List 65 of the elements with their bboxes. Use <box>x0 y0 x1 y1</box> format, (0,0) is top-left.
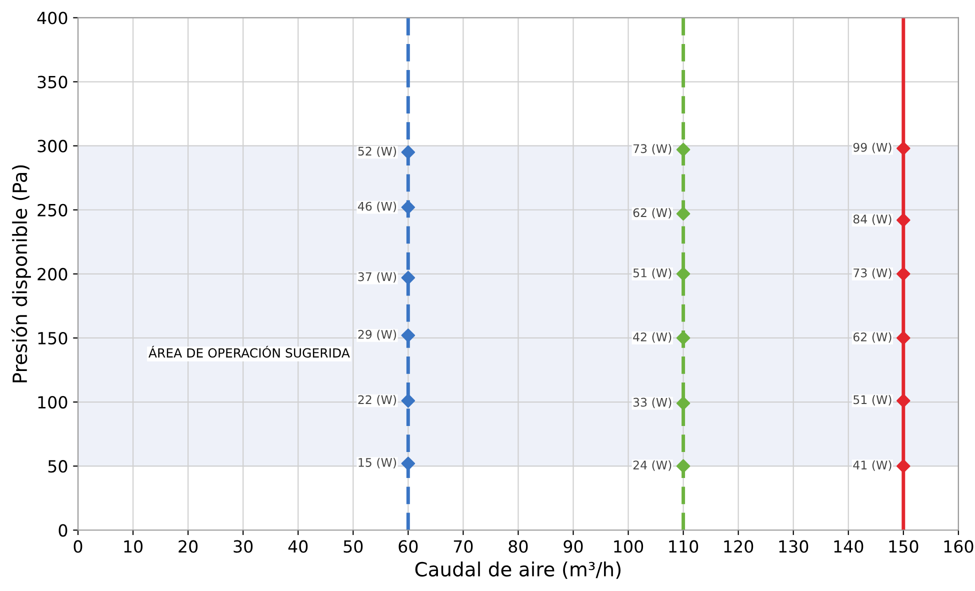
annotation: 22 (W) <box>358 395 396 406</box>
point <box>401 456 416 470</box>
point <box>676 396 690 410</box>
annotation: 29 (W) <box>358 330 396 340</box>
y-tick-label: 250 <box>38 204 68 216</box>
annotation: 52 (W) <box>358 146 396 158</box>
x-tick-label: 20 <box>178 540 198 553</box>
point <box>676 331 690 345</box>
y-tick-label: 200 <box>38 268 68 280</box>
x-tick-label: 50 <box>344 540 363 553</box>
annotation: 73 (W) <box>633 144 672 154</box>
y-tick-label: 300 <box>38 140 68 152</box>
x-tick-label: 120 <box>724 540 754 553</box>
y-tick-label: 100 <box>38 396 68 409</box>
y-tick-label: 350 <box>38 76 68 88</box>
point <box>896 459 910 473</box>
band-label: ÁREA DE OPERACIÓN SUGERIDA <box>148 346 350 358</box>
point <box>896 267 910 281</box>
annotation: 73 (W) <box>854 268 892 279</box>
annotation: 51 (W) <box>633 268 672 279</box>
x-tick-label: 30 <box>234 540 253 553</box>
x-tick-label: 150 <box>889 540 918 553</box>
annotation: 24 (W) <box>633 460 672 471</box>
annotation: 42 (W) <box>633 332 672 343</box>
annotation: 51 (W) <box>854 395 892 406</box>
y-axis-title: Presión disponible (Pa) <box>11 165 31 382</box>
point <box>896 213 910 228</box>
annotation: 41 (W) <box>853 460 892 471</box>
x-tick-label: 40 <box>288 540 308 553</box>
x-tick-label: 10 <box>124 540 143 553</box>
point <box>676 459 690 473</box>
annotation: 15 (W) <box>358 458 396 468</box>
point <box>896 141 910 156</box>
annotation: 33 (W) <box>633 398 672 408</box>
point <box>401 270 416 285</box>
point <box>401 394 416 408</box>
y-tick-label: 400 <box>37 12 68 24</box>
point <box>401 328 416 342</box>
annotation: 84 (W) <box>853 214 892 225</box>
annotation: 62 (W) <box>853 332 892 343</box>
x-tick-label: 0 <box>74 540 82 553</box>
point <box>401 145 416 160</box>
y-tick-label: 50 <box>48 460 68 473</box>
point <box>401 200 416 214</box>
x-tick-label: 110 <box>669 540 698 553</box>
x-tick-label: 100 <box>614 540 644 553</box>
x-tick-label: 140 <box>834 540 864 553</box>
x-tick-label: 160 <box>944 540 974 553</box>
point <box>676 206 690 221</box>
annotation: 99 (W) <box>853 142 892 154</box>
x-axis-title: Caudal de aire (m³/h) <box>415 562 621 579</box>
point <box>896 331 910 345</box>
x-tick-label: 60 <box>398 540 418 553</box>
x-tick-label: 70 <box>454 540 473 553</box>
point <box>676 142 690 157</box>
x-tick-label: 130 <box>779 540 808 553</box>
annotation: 37 (W) <box>358 272 396 283</box>
x-tick-label: 90 <box>564 540 583 553</box>
annotation: 62 (W) <box>633 208 672 219</box>
x-tick-label: 80 <box>508 540 528 553</box>
annotation: 46 (W) <box>358 202 396 212</box>
y-tick-label: 0 <box>58 524 68 537</box>
point <box>676 267 690 281</box>
point <box>896 394 910 408</box>
y-tick-label: 150 <box>38 332 68 345</box>
